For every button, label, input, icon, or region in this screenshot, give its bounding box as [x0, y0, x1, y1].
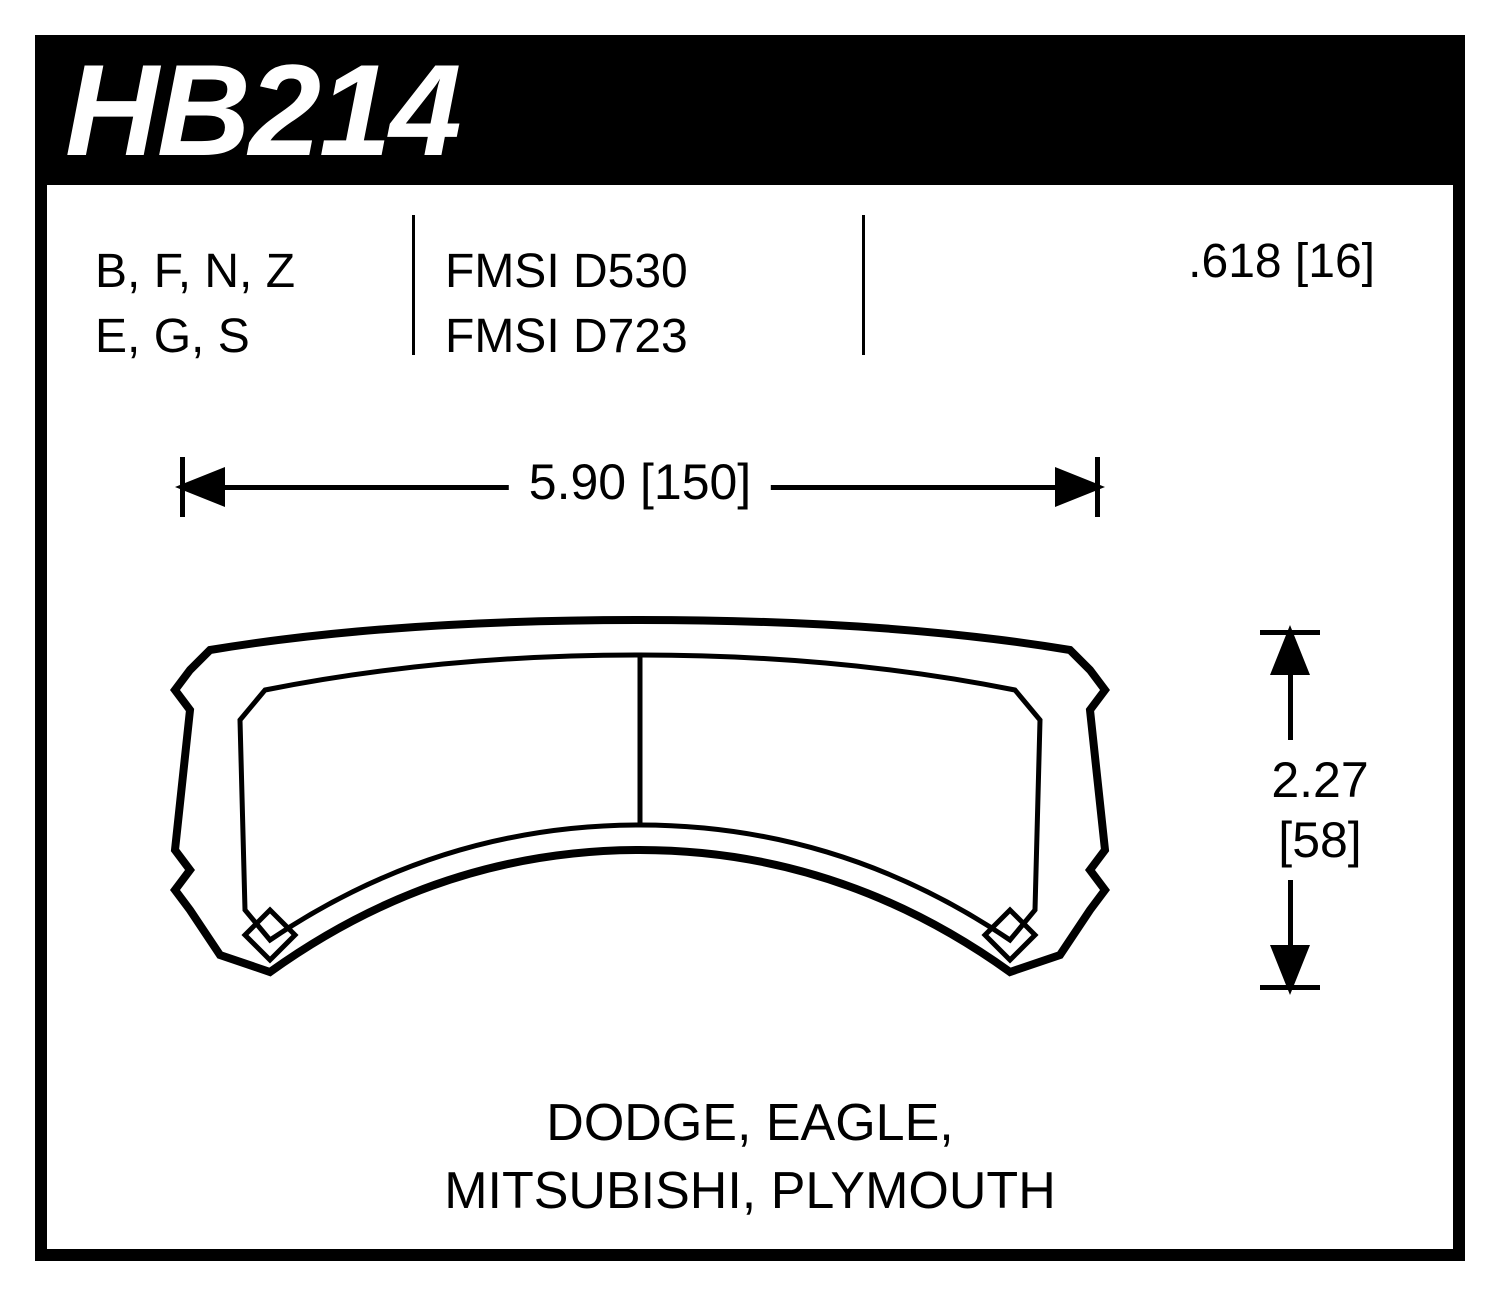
height-value: 2.27 [58] — [1250, 740, 1390, 880]
width-dimension: 5.90 [150] — [180, 445, 1100, 525]
thickness-column: .618 [16] — [865, 205, 1435, 365]
compounds-line1: B, F, N, Z — [95, 240, 382, 305]
makes-line2: MITSUBISHI, PLYMOUTH — [0, 1158, 1500, 1226]
vehicle-makes: DODGE, EAGLE, MITSUBISHI, PLYMOUTH — [0, 1090, 1500, 1225]
thickness-value: .618 [16] — [895, 230, 1375, 295]
fmsi-line2: FMSI D723 — [445, 305, 832, 370]
height-arrow-down-icon — [1270, 945, 1310, 995]
compounds-column: B, F, N, Z E, G, S — [65, 215, 415, 355]
makes-line1: DODGE, EAGLE, — [0, 1090, 1500, 1158]
fmsi-column: FMSI D530 FMSI D723 — [415, 215, 865, 355]
title-bar-overlay: HB214 — [35, 35, 1465, 185]
width-value: 5.90 [150] — [509, 453, 771, 511]
height-mm: [58] — [1250, 810, 1390, 870]
part-number-text: HB214 — [65, 35, 460, 185]
spec-row: B, F, N, Z E, G, S FMSI D530 FMSI D723 .… — [65, 205, 1435, 365]
height-dimension: 2.27 [58] — [1250, 630, 1330, 990]
brake-pad-diagram — [140, 600, 1140, 1020]
width-arrow-left-icon — [175, 467, 225, 507]
fmsi-line1: FMSI D530 — [445, 240, 832, 305]
compounds-line2: E, G, S — [95, 305, 382, 370]
width-arrow-right-icon — [1055, 467, 1105, 507]
height-inches: 2.27 — [1250, 750, 1390, 810]
height-arrow-up-icon — [1270, 625, 1310, 675]
